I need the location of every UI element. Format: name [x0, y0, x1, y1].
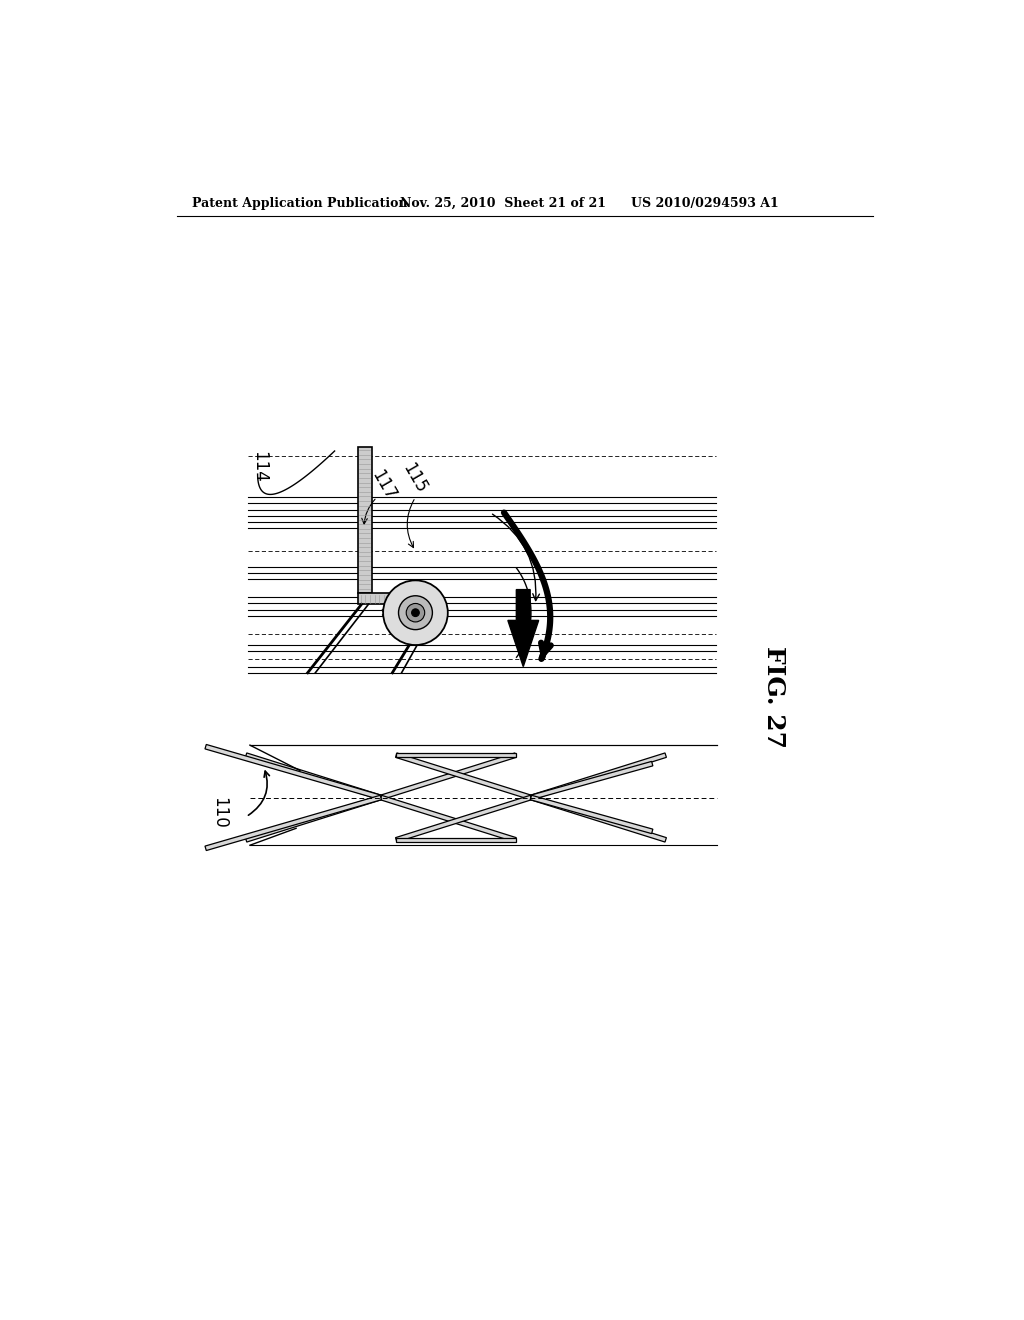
Circle shape — [407, 603, 425, 622]
Polygon shape — [395, 795, 531, 842]
Polygon shape — [396, 837, 515, 842]
Text: Patent Application Publication: Patent Application Publication — [193, 197, 408, 210]
Text: US 2010/0294593 A1: US 2010/0294593 A1 — [631, 197, 779, 210]
Polygon shape — [205, 744, 382, 800]
Polygon shape — [380, 795, 516, 842]
Text: 110: 110 — [210, 797, 228, 829]
Circle shape — [412, 609, 419, 616]
Text: 114: 114 — [250, 450, 268, 482]
Polygon shape — [246, 795, 382, 842]
Polygon shape — [530, 762, 653, 800]
Polygon shape — [246, 752, 382, 800]
Circle shape — [383, 581, 447, 645]
Polygon shape — [508, 590, 539, 667]
Polygon shape — [205, 795, 382, 850]
Polygon shape — [357, 594, 403, 605]
Circle shape — [398, 595, 432, 630]
Polygon shape — [530, 795, 653, 834]
Polygon shape — [357, 447, 372, 594]
Text: 117: 117 — [368, 467, 399, 504]
Text: Nov. 25, 2010  Sheet 21 of 21: Nov. 25, 2010 Sheet 21 of 21 — [400, 197, 606, 210]
Polygon shape — [395, 752, 531, 800]
Text: 115: 115 — [398, 459, 430, 496]
Polygon shape — [530, 752, 667, 800]
Polygon shape — [530, 795, 667, 842]
Polygon shape — [396, 752, 515, 758]
Polygon shape — [380, 752, 516, 800]
Text: FIG. 27: FIG. 27 — [762, 647, 786, 748]
